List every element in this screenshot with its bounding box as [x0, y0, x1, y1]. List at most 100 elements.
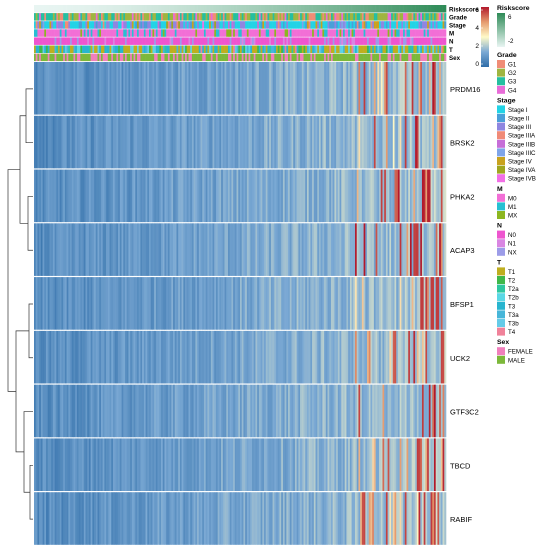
heatmap-cell — [291, 438, 294, 492]
heatmap-cell — [243, 492, 246, 545]
heatmap-cell — [221, 169, 224, 223]
heatmap-cell — [124, 223, 127, 276]
annotation-cell-1 — [231, 13, 234, 21]
annotation-cell-3 — [42, 29, 45, 37]
annotation-cell-2 — [231, 21, 234, 29]
heatmap-cell — [440, 62, 443, 115]
annotation-cell-2 — [217, 21, 220, 29]
annotation-cell-4 — [109, 37, 112, 45]
heatmap-cell — [226, 62, 229, 115]
heatmap-cell — [191, 492, 194, 545]
heatmap-cell — [135, 62, 138, 115]
heatmap-cell — [248, 115, 251, 169]
heatmap-cell — [349, 438, 352, 492]
annotation-cell-2 — [399, 21, 402, 29]
heatmap-cell — [262, 277, 265, 330]
annotation-cell-3 — [162, 29, 165, 37]
annotation-cell-1 — [377, 13, 380, 21]
annotation-cell-6 — [104, 53, 107, 62]
legend-label: T3b — [508, 321, 519, 328]
heatmap-cell — [154, 62, 157, 115]
heatmap-cell — [329, 384, 332, 438]
annotation-cell-3 — [59, 29, 62, 37]
heatmap-cell — [353, 62, 356, 115]
annotation-cell-3 — [252, 29, 255, 37]
heatmap-cell — [416, 277, 419, 330]
annotation-cell-4 — [387, 37, 390, 45]
annotation-cell-5 — [179, 45, 182, 53]
heatmap-cell — [406, 384, 409, 438]
heatmap-cell — [341, 277, 344, 330]
heatmap-cell — [411, 115, 414, 169]
annotation-cell-2 — [90, 21, 93, 29]
heatmap-cell — [262, 169, 265, 223]
annotation-cell-5 — [135, 45, 138, 53]
heatmap-cell — [49, 438, 52, 492]
annotation-cell-1 — [135, 13, 138, 21]
annotation-cell-5 — [337, 45, 340, 53]
annotation-cell-0 — [203, 5, 206, 13]
heatmap-cell — [214, 277, 217, 330]
annotation-cell-3 — [334, 29, 337, 37]
heatmap-cell — [46, 384, 49, 438]
heatmap-cell — [191, 169, 194, 223]
heatmap-cell — [61, 384, 64, 438]
heatmap-cell — [276, 438, 279, 492]
heatmap-cell — [365, 169, 368, 223]
annotation-cell-1 — [205, 13, 208, 21]
heatmap-cell — [282, 330, 285, 384]
annotation-cell-0 — [171, 5, 174, 13]
annotation-cell-2 — [164, 21, 167, 29]
annotation-cell-3 — [365, 29, 368, 37]
heatmap-cell — [224, 330, 227, 384]
annotation-cell-6 — [421, 53, 424, 62]
heatmap-cell — [330, 115, 333, 169]
heatmap-cell — [234, 62, 237, 115]
heatmap-cell — [330, 384, 333, 438]
annotation-cell-6 — [176, 53, 179, 62]
heatmap-cell — [346, 330, 349, 384]
annotation-cell-1 — [334, 13, 337, 21]
legend-swatch-t2a — [497, 284, 505, 293]
heatmap-cell — [253, 62, 256, 115]
heatmap-cell — [39, 223, 42, 276]
heatmap-cell — [195, 492, 198, 545]
heatmap-cell — [217, 492, 220, 545]
annotation-cell-5 — [432, 45, 435, 53]
heatmap-cell — [267, 115, 270, 169]
annotation-cell-1 — [159, 13, 162, 21]
heatmap-cell — [150, 492, 153, 545]
heatmap-cell — [179, 62, 182, 115]
heatmap-cell — [330, 169, 333, 223]
heatmap-cell — [229, 384, 232, 438]
heatmap-cell — [118, 330, 121, 384]
heatmap-cell — [203, 438, 206, 492]
heatmap-cell — [210, 330, 213, 384]
heatmap-cell — [104, 330, 107, 384]
annotation-cell-2 — [250, 21, 253, 29]
heatmap-cell — [240, 384, 243, 438]
heatmap-cell — [119, 492, 122, 545]
heatmap-cell — [442, 223, 445, 276]
heatmap-cell — [396, 169, 399, 223]
annotation-cell-5 — [92, 45, 95, 53]
dendrogram-branch — [29, 464, 33, 520]
heatmap-cell — [200, 384, 203, 438]
annotation-cell-3 — [176, 29, 179, 37]
heatmap-cell — [70, 62, 73, 115]
heatmap-cell — [365, 384, 368, 438]
annotation-cell-4 — [169, 37, 172, 45]
heatmap-cell — [420, 277, 423, 330]
heatmap-cell — [267, 277, 270, 330]
annotation-cell-5 — [440, 45, 443, 53]
heatmap-cell — [162, 438, 165, 492]
heatmap-cell — [157, 384, 160, 438]
heatmap-cell — [391, 115, 394, 169]
heatmap-cell — [145, 330, 148, 384]
annotation-cell-3 — [222, 29, 225, 37]
heatmap-cell — [370, 169, 373, 223]
annotation-cell-3 — [288, 29, 291, 37]
heatmap-cell — [250, 62, 253, 115]
annotation-cell-6 — [197, 53, 200, 62]
heatmap-cell — [274, 438, 277, 492]
